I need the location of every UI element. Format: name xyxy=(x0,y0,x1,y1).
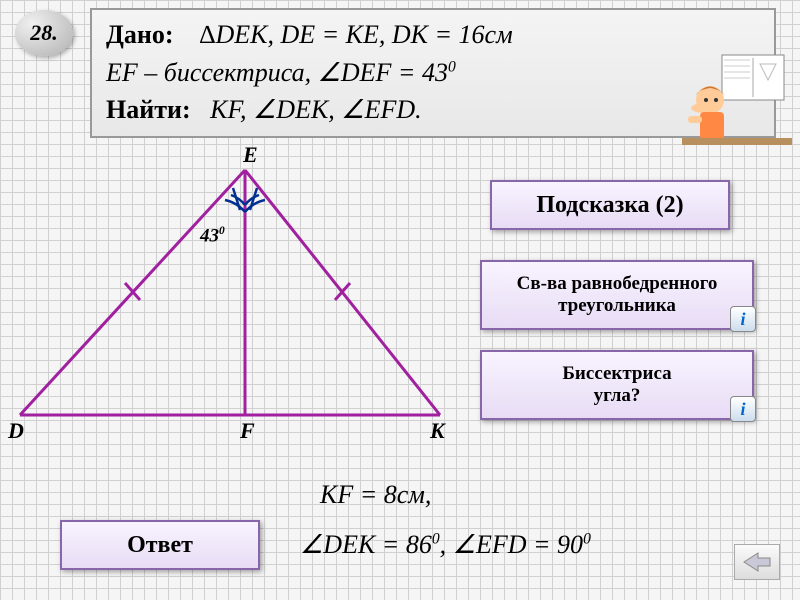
find-label: Найти: xyxy=(106,95,191,124)
given-line2-sup: 0 xyxy=(448,58,456,75)
info-icon[interactable]: i xyxy=(730,396,756,422)
reader-illustration xyxy=(682,50,792,145)
given-row-1: Дано: ∆DEK, DE = KE, DK = 16см xyxy=(106,16,760,54)
find-row: Найти: KF, ∠DEK, ∠EFD. xyxy=(106,91,760,129)
given-line2: EF – биссектриса, ∠DEF = 43 xyxy=(106,58,448,87)
given-line1: ∆DEK, DE = KE, DK = 16см xyxy=(200,20,513,49)
angle-label: 430 xyxy=(200,225,225,247)
given-label: Дано: xyxy=(106,20,174,49)
answer-button[interactable]: Ответ xyxy=(60,520,260,570)
vertex-E-label: E xyxy=(243,142,258,168)
hint1-button[interactable]: Св-ва равнобедренного треугольника i xyxy=(480,260,754,330)
hint-button[interactable]: Подсказка (2) xyxy=(490,180,730,230)
back-arrow-icon xyxy=(742,551,772,573)
hint2-label-line1: Биссектриса xyxy=(562,363,671,385)
given-panel: Дано: ∆DEK, DE = KE, DK = 16см EF – бисс… xyxy=(90,8,776,138)
hint2-button[interactable]: Биссектриса угла? i xyxy=(480,350,754,420)
answer-button-label: Ответ xyxy=(127,532,193,559)
hint1-label: Св-ва равнобедренного треугольника xyxy=(490,273,744,317)
vertex-D-label: D xyxy=(8,418,24,444)
find-text: KF, ∠DEK, ∠EFD. xyxy=(210,95,422,124)
triangle-svg xyxy=(0,150,460,450)
hint2-label-line2: угла? xyxy=(594,385,641,407)
problem-number: 28. xyxy=(30,20,58,46)
given-row-2: EF – биссектриса, ∠DEF = 430 xyxy=(106,54,760,92)
solution-line2: ∠DEK = 860, ∠EFD = 900 xyxy=(300,530,591,560)
problem-number-badge: 28. xyxy=(15,10,73,56)
back-button[interactable] xyxy=(734,544,780,580)
solution-line1: KF = 8см, xyxy=(320,480,431,510)
info-icon[interactable]: i xyxy=(730,306,756,332)
hint-button-label: Подсказка (2) xyxy=(536,192,683,219)
triangle-diagram: E D F K 430 xyxy=(0,150,460,450)
vertex-F-label: F xyxy=(240,418,255,444)
vertex-K-label: K xyxy=(430,418,445,444)
